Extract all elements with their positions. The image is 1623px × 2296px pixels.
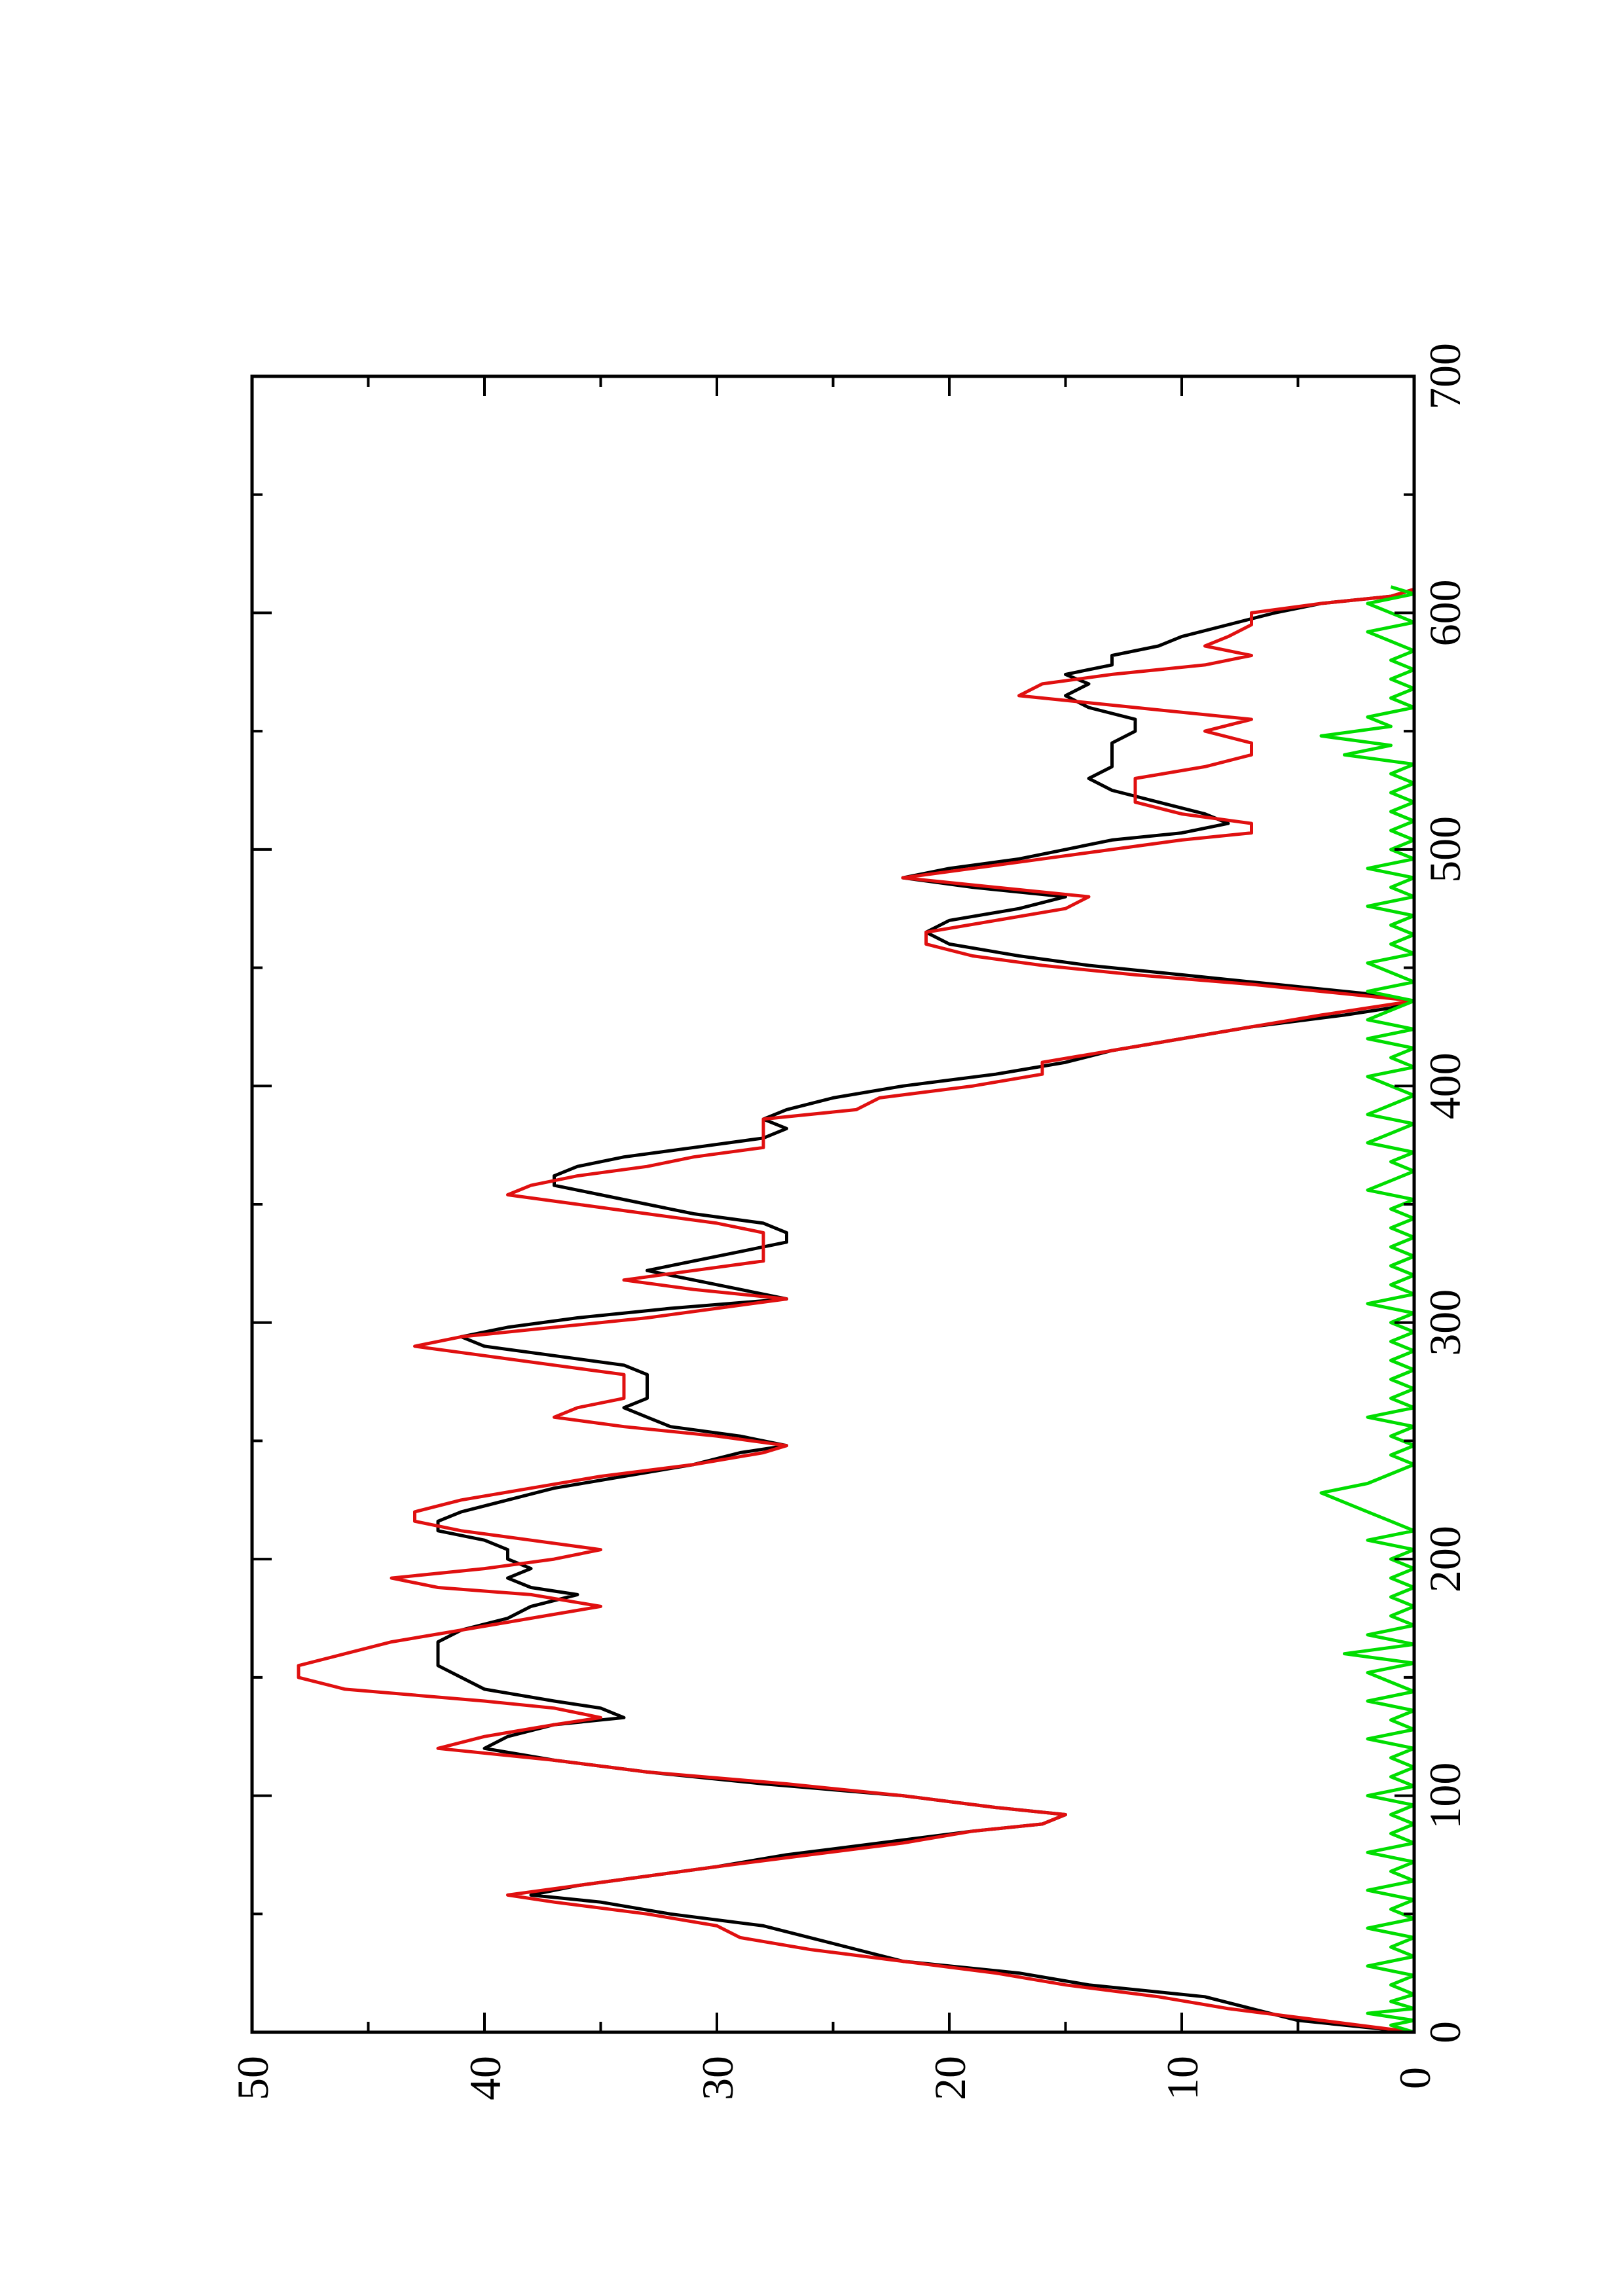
x-tick-label: 0 — [1420, 2021, 1470, 2043]
x-tick-label: 700 — [1420, 343, 1470, 410]
y-tick-label: 30 — [693, 2056, 742, 2100]
x-tick-label: 300 — [1420, 1289, 1470, 1356]
ticks-layer — [251, 375, 1415, 2034]
x-tick-label: 400 — [1420, 1052, 1470, 1119]
series-lines-layer — [297, 585, 1416, 2034]
x-tick-label: 100 — [1420, 1763, 1470, 1829]
tick-labels-layer: 0 100 200 300 400 500 600 700 0 10 20 30 40 50 — [228, 343, 1470, 2100]
x-tick-label: 500 — [1420, 816, 1470, 883]
y-tick-label: 50 — [228, 2056, 278, 2100]
x-tick-label: 600 — [1420, 579, 1470, 646]
y-tick-label: 0 — [1390, 2067, 1440, 2089]
series-line-1 — [436, 587, 1416, 2034]
y-tick-label: 40 — [460, 2056, 510, 2100]
series-line-2 — [297, 587, 1416, 2034]
series-line-3 — [1319, 585, 1416, 2034]
x-tick-label: 200 — [1420, 1526, 1470, 1592]
y-tick-label: 20 — [925, 2056, 975, 2100]
plot-frame — [250, 374, 1416, 2034]
y-tick-label: 10 — [1158, 2056, 1207, 2100]
